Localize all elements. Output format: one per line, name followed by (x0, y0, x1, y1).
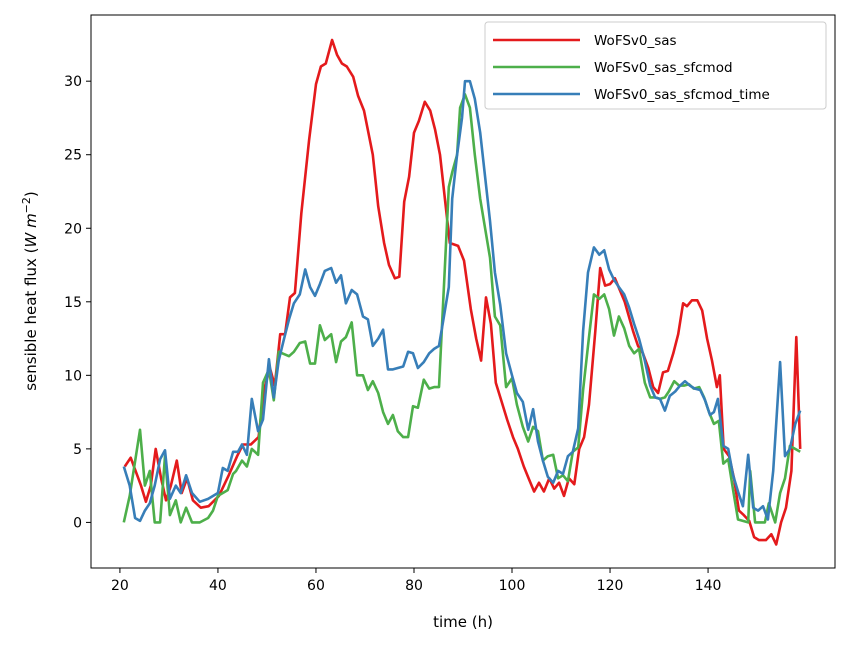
legend-label: WoFSv0_sas (594, 33, 677, 49)
y-axis-label-suffix: ) (22, 191, 40, 197)
x-tick-label: 100 (499, 578, 526, 594)
legend-label: WoFSv0_sas_sfcmod_time (594, 87, 770, 103)
x-axis: 20 40 60 80 100 120 140 (111, 568, 721, 594)
y-axis-label-exponent: −2 (20, 197, 33, 213)
y-tick-label: 10 (64, 368, 82, 384)
legend: WoFSv0_sas WoFSv0_sas_sfcmod WoFSv0_sas_sf… (484, 21, 827, 110)
series-layer (122, 38, 802, 546)
x-axis-label: time (h) (433, 613, 493, 631)
y-tick-label: 5 (73, 442, 82, 458)
x-tick-label: 20 (111, 578, 129, 594)
x-tick-label: 120 (597, 578, 624, 594)
y-axis-label-units: W m (22, 213, 40, 247)
legend-frame (484, 21, 827, 110)
legend-label: WoFSv0_sas_sfcmod (594, 60, 733, 76)
axes-frame (90, 14, 836, 569)
x-tick-label: 40 (209, 578, 227, 594)
y-tick-label: 20 (64, 221, 82, 237)
x-tick-label: 80 (405, 578, 423, 594)
y-tick-label: 30 (64, 74, 82, 90)
x-tick-label: 60 (307, 578, 325, 594)
y-tick-label: 25 (64, 148, 82, 164)
y-axis-label: sensible heat flux (W m−2) (20, 191, 40, 391)
y-tick-label: 0 (73, 515, 82, 531)
series-line-wofsv0-sas-sfcmod-time (122, 79, 802, 523)
x-tick-label: 140 (695, 578, 722, 594)
y-tick-label: 15 (64, 295, 82, 311)
y-axis: 0 5 10 15 20 25 30 (64, 74, 91, 531)
y-axis-label-prefix: sensible heat flux ( (22, 248, 40, 391)
